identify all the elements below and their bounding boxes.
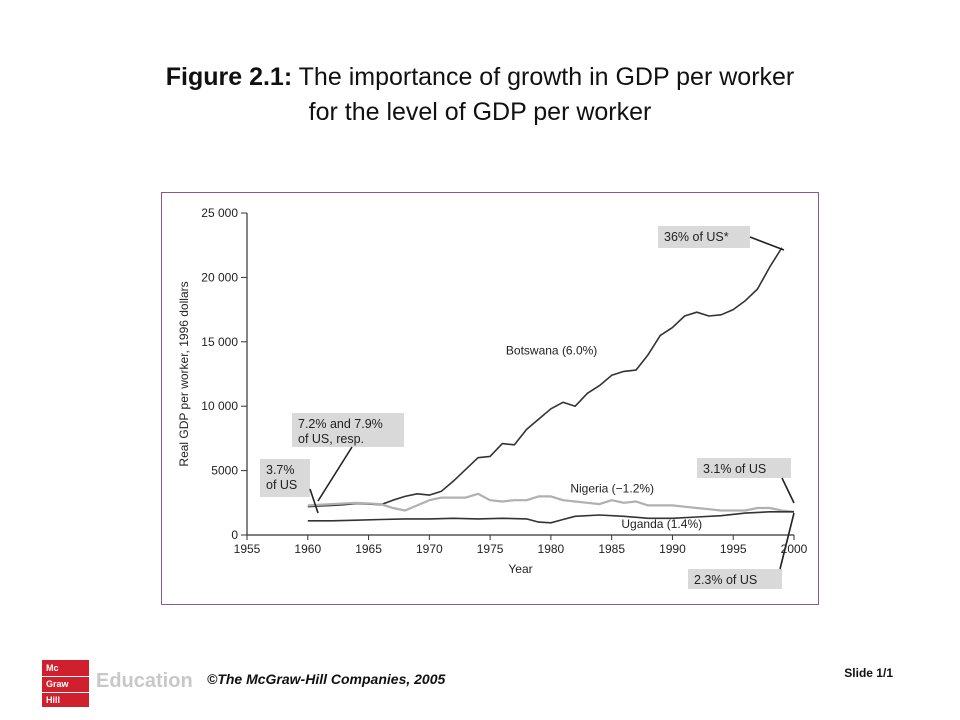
x-tick-label: 1995 bbox=[720, 542, 747, 556]
x-axis-label: Year bbox=[508, 562, 532, 576]
x-tick-label: 1970 bbox=[416, 542, 443, 556]
logo-line-1: Mc bbox=[46, 663, 59, 673]
slide-title: Figure 2.1: The importance of growth in … bbox=[40, 60, 920, 130]
x-tick-label: 2000 bbox=[781, 542, 808, 556]
nigeria-line bbox=[307, 492, 795, 513]
y-tick-label: 5000 bbox=[211, 464, 238, 478]
title-rest: The importance of growth in GDP per work… bbox=[292, 63, 795, 91]
x-tick-label: 1975 bbox=[477, 542, 504, 556]
botswana-label: Botswana (6.0%) bbox=[506, 344, 597, 358]
callout-2-3-us-pointer bbox=[779, 512, 795, 570]
title-line-1: Figure 2.1: The importance of growth in … bbox=[40, 60, 920, 95]
education-wordmark: Education bbox=[96, 670, 193, 692]
y-tick-label: 15 000 bbox=[201, 335, 238, 349]
logo-divider bbox=[42, 676, 89, 677]
callout-7-2-us-text: 7.2% and 7.9% bbox=[298, 417, 383, 431]
x-tick-label: 1955 bbox=[234, 542, 261, 556]
callout-3-7-us-box bbox=[260, 459, 310, 497]
title-bold: Figure 2.1: bbox=[165, 63, 293, 91]
logo-line-2: Graw bbox=[46, 679, 69, 689]
x-tick-label: 1960 bbox=[294, 542, 321, 556]
callout-3-1-us-text: 3.1% of US bbox=[703, 462, 766, 476]
x-tick-label: 1985 bbox=[598, 542, 625, 556]
callout-36-us-pointer bbox=[749, 236, 785, 251]
y-tick-label: 20 000 bbox=[201, 270, 238, 284]
callout-7-2-us-box bbox=[292, 413, 404, 447]
copyright-text: ©The McGraw-Hill Companies, 2005 bbox=[207, 671, 446, 687]
y-tick-label: 10 000 bbox=[201, 399, 238, 413]
logo-line-3: Hill bbox=[46, 695, 61, 705]
callout-2-3-us-text: 2.3% of US bbox=[694, 573, 757, 587]
gdp-line-chart: 0 5000 10 000 15 000 20 000 25 000 1955 1960 196… bbox=[177, 206, 808, 589]
title-line-2: for the level of GDP per worker bbox=[308, 98, 652, 126]
callout-2-3-us-box bbox=[688, 569, 782, 589]
callout-36-us-box bbox=[658, 226, 750, 248]
logo-text: Mc Graw Hill bbox=[46, 663, 69, 705]
botswana-line bbox=[307, 247, 783, 508]
callout-7-2-us-text: of US, resp. bbox=[298, 432, 364, 446]
callout-3-7-us-text: 3.7% bbox=[266, 463, 295, 477]
y-tick-label: 25 000 bbox=[201, 206, 238, 220]
uganda-line bbox=[307, 510, 794, 524]
mcgraw-hill-logo: Mc Graw Hill bbox=[42, 660, 89, 707]
logo-divider bbox=[42, 692, 89, 693]
x-tick-label: 1965 bbox=[355, 542, 382, 556]
callout-36-us-text: 36% of US* bbox=[664, 230, 729, 244]
callout-3-7-us-text: of US bbox=[266, 478, 297, 492]
callout-7-2-us-pointer bbox=[317, 446, 353, 502]
y-axis-label: Real GDP per worker, 1996 dollars bbox=[177, 281, 191, 466]
callout-3-1-us-pointer bbox=[781, 477, 795, 504]
nigeria-label: Nigeria (−1.2%) bbox=[570, 481, 654, 495]
x-tick-label: 1980 bbox=[538, 542, 565, 556]
callout-3-1-us-box bbox=[697, 458, 791, 478]
uganda-label: Uganda (1.4%) bbox=[621, 517, 702, 531]
callout-3-7-us-pointer bbox=[309, 488, 319, 514]
y-tick-label: 0 bbox=[231, 528, 238, 542]
chart-frame: 0 5000 10 000 15 000 20 000 25 000 1955 1960 196… bbox=[161, 192, 819, 605]
slide-number: Slide 1/1 bbox=[844, 666, 893, 680]
x-tick-label: 1990 bbox=[659, 542, 686, 556]
